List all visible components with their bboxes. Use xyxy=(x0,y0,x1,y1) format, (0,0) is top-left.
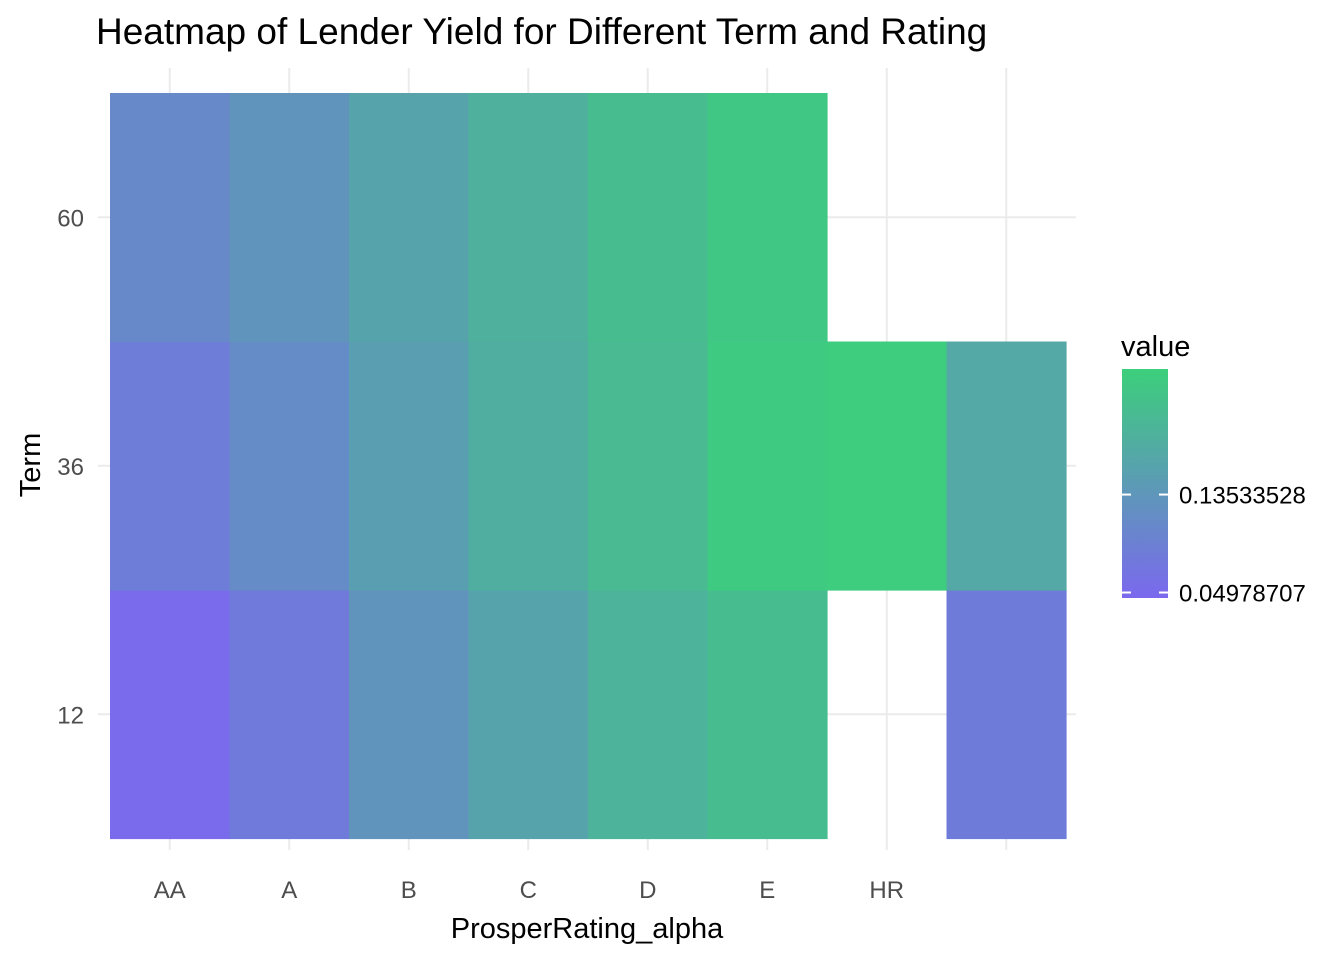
x-tick-labels: AA A B C D E HR xyxy=(154,877,904,904)
legend: value 0.04978707 0.13533528 xyxy=(1121,331,1306,608)
heatmap-cell xyxy=(588,341,709,591)
heatmap-cell xyxy=(707,93,828,343)
heatmap-cell xyxy=(468,590,589,840)
heatmap-cell xyxy=(349,93,470,343)
legend-colorbar xyxy=(1122,369,1168,598)
heatmap-cell xyxy=(229,590,350,840)
heatmap-cell xyxy=(110,341,231,591)
x-tick-label: C xyxy=(520,877,537,904)
heatmap-cell xyxy=(110,590,231,840)
x-tick-label: D xyxy=(639,877,656,904)
x-tick-label: E xyxy=(759,877,775,904)
x-axis-title: ProsperRating_alpha xyxy=(451,913,724,945)
heatmap-cell xyxy=(588,93,709,343)
heatmap-cell xyxy=(827,341,948,591)
y-tick-labels: 12 36 60 xyxy=(57,205,84,729)
heatmap-cell xyxy=(946,590,1067,840)
heatmap-cell xyxy=(946,341,1067,591)
y-tick-label: 36 xyxy=(57,454,84,481)
x-tick-label: AA xyxy=(154,877,186,904)
heatmap-cell xyxy=(349,341,470,591)
heatmap-cell xyxy=(229,93,350,343)
y-axis-title: Term xyxy=(15,433,47,497)
x-tick-label: A xyxy=(281,877,297,904)
heatmap-cell xyxy=(468,93,589,343)
heatmap-cell xyxy=(707,590,828,840)
heatmap-cell xyxy=(349,590,470,840)
y-tick-label: 12 xyxy=(57,702,84,729)
heatmap-cell xyxy=(110,93,231,343)
legend-label: 0.13533528 xyxy=(1179,483,1306,510)
x-tick-label: HR xyxy=(869,877,904,904)
chart-title: Heatmap of Lender Yield for Different Te… xyxy=(96,11,987,52)
heatmap-cells xyxy=(110,93,1067,840)
x-tick-label: B xyxy=(401,877,417,904)
heatmap-cell xyxy=(588,590,709,840)
heatmap-cell xyxy=(468,341,589,591)
y-tick-label: 60 xyxy=(57,205,84,232)
legend-label: 0.04978707 xyxy=(1179,581,1306,608)
heatmap-cell xyxy=(229,341,350,591)
legend-title: value xyxy=(1121,331,1190,363)
heatmap-cell xyxy=(707,341,828,591)
